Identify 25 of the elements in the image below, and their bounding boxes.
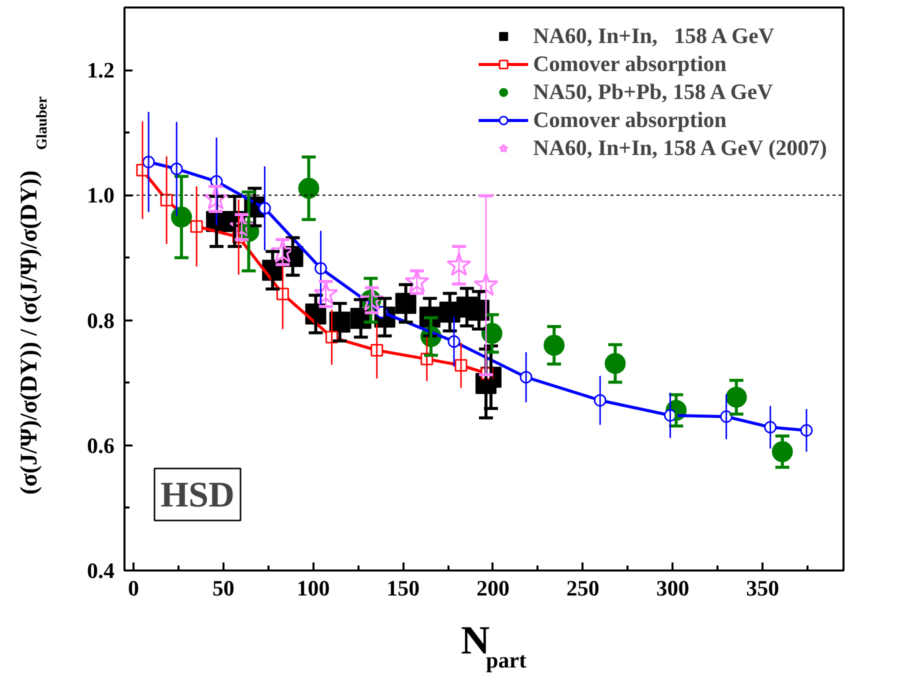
- y-axis-title: (σ(J/Ψ)/σ(DY)) / (σ(J/Ψ)/σ(DY))Glauber: [16, 96, 50, 495]
- point: [270, 239, 296, 263]
- y-tick-label: 0.8: [87, 308, 114, 333]
- x-tick-label: 200: [476, 576, 510, 600]
- x-tick-label: 0: [128, 576, 139, 600]
- annotation: HSD: [160, 474, 235, 514]
- x-tick-label: 150: [386, 576, 420, 600]
- x-tick-label: 100: [296, 576, 330, 600]
- x-tick-label: 250: [566, 576, 600, 600]
- y-tick-label: 0.4: [87, 558, 114, 583]
- legend-label: Comover absorption: [533, 107, 726, 133]
- x-tick-label: 350: [746, 576, 780, 600]
- point: [446, 252, 472, 276]
- y-tick-label: 1.0: [87, 182, 114, 208]
- x-tick-label: 50: [212, 576, 234, 600]
- legend-label: NA60, In+In, 158 A GeV (2007): [533, 135, 827, 161]
- y-tick-label: 0.6: [87, 432, 114, 458]
- point: [203, 186, 228, 210]
- point: [229, 214, 254, 238]
- point: [313, 281, 338, 305]
- legend-label: NA50, Pb+Pb, 158 A GeV: [533, 79, 773, 105]
- legend-label: Comover absorption: [533, 51, 726, 77]
- y-tick-label: 1.2: [87, 58, 114, 83]
- x-tick-label: 300: [656, 576, 690, 600]
- legend-label: NA60, In+In, 158 A GeV: [533, 23, 774, 49]
